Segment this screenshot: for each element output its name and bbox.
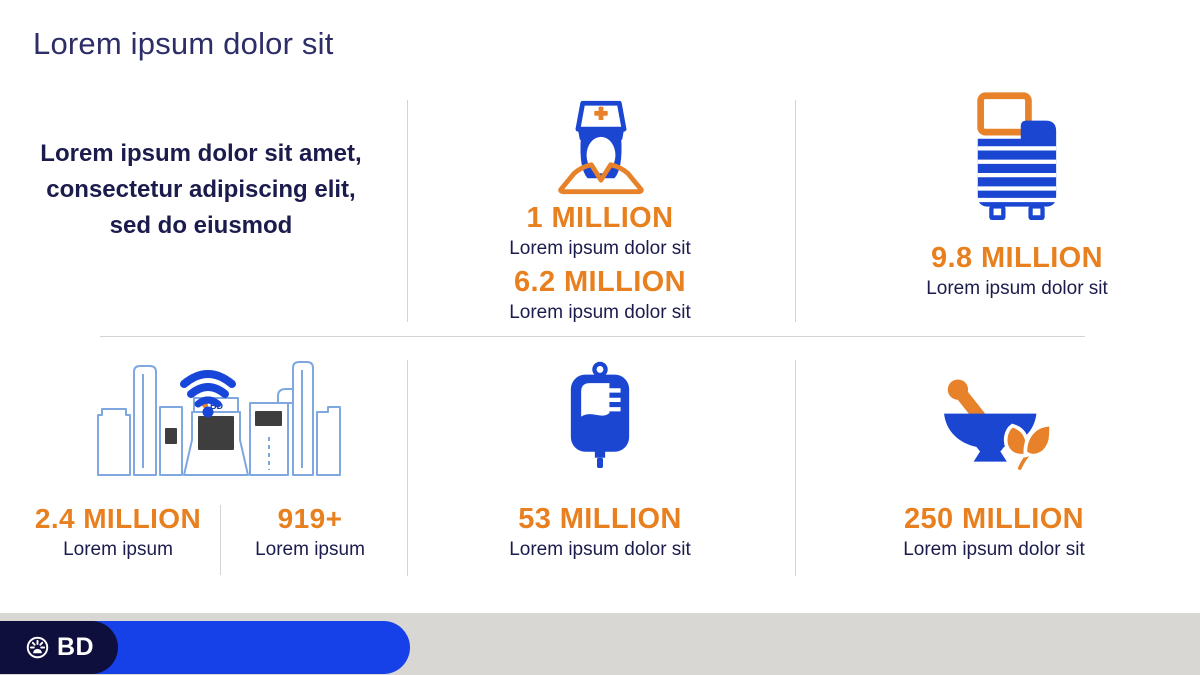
stat-value: 2.4 MILLION <box>34 503 202 534</box>
building-tower-left <box>133 365 157 476</box>
nurse-icon <box>558 100 644 195</box>
divider-vertical-mini <box>220 505 221 575</box>
stat-label: Lorem ipsum <box>63 539 173 560</box>
intro-text: Lorem ipsum dolor sit amet, consectetur … <box>40 140 362 239</box>
stat-label: Lorem ipsum dolor sit <box>509 302 691 323</box>
buildings-wifi-icon: BD <box>97 361 341 476</box>
stat-label: Lorem ipsum dolor sit <box>903 539 1085 560</box>
building-arch <box>277 388 294 404</box>
stat-label: Lorem ipsum dolor sit <box>509 238 691 259</box>
stat-label: Lorem ipsum dolor sit <box>926 278 1108 299</box>
stat-value: 9.8 MILLION <box>931 242 1103 274</box>
bd-logo-icon <box>26 636 49 659</box>
leaves <box>1003 422 1053 458</box>
stat-label: Lorem ipsum dolor sit <box>509 539 691 560</box>
divider-vertical-top-right <box>795 100 796 322</box>
footer-logo-text: BD <box>57 633 95 661</box>
iv-bag-icon <box>570 361 630 468</box>
building-left <box>97 408 131 476</box>
footer-logo-pill: BD <box>0 621 118 674</box>
divider-vertical-bottom-right <box>795 360 796 576</box>
divider-horizontal <box>100 336 1085 337</box>
luggage-icon <box>977 92 1057 221</box>
divider-vertical-top-left <box>407 100 408 322</box>
stat-label: Lorem ipsum <box>255 539 365 560</box>
stat-value: 250 MILLION <box>903 503 1085 535</box>
mortar-pestle-icon <box>944 379 1053 470</box>
wifi-icon <box>180 370 236 408</box>
stat-value: 6.2 MILLION <box>514 266 686 298</box>
divider-vertical-bottom-left <box>407 360 408 576</box>
page-title: Lorem ipsum dolor sit <box>33 26 334 61</box>
stat-value: 53 MILLION <box>518 503 682 535</box>
stat-value: 1 MILLION <box>526 202 674 234</box>
stat-value: 919+ <box>277 503 343 534</box>
